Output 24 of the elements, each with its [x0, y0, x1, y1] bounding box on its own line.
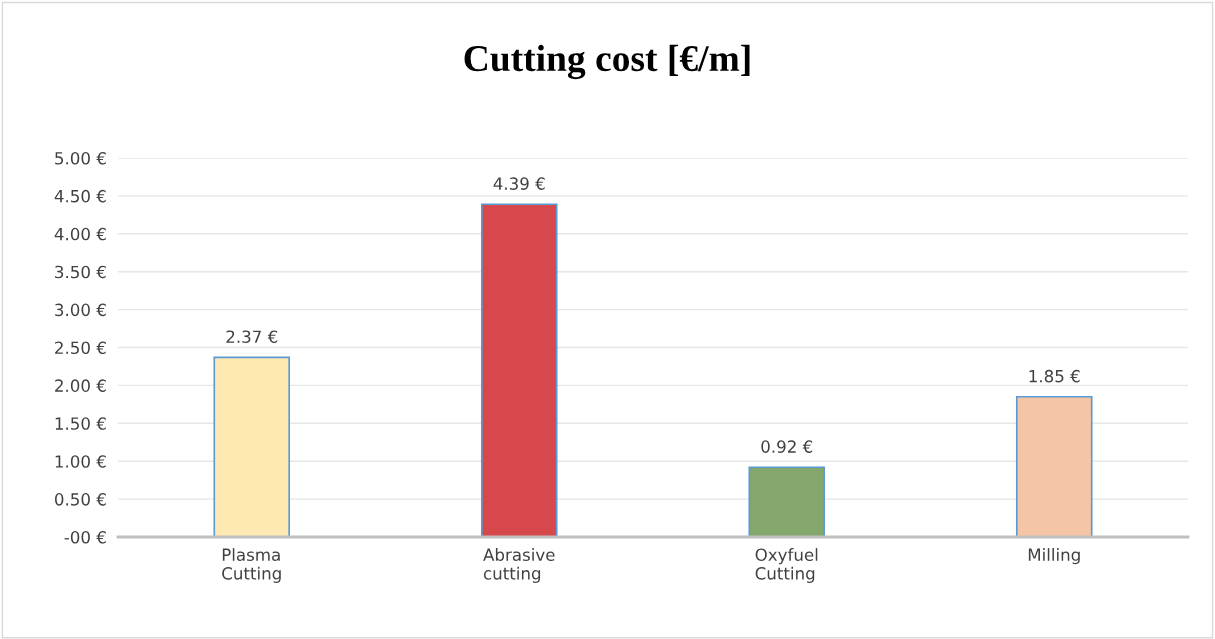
y-tick-label: 0.50 €: [54, 493, 106, 506]
data-label: 2.37 €: [226, 330, 278, 344]
y-tick-label: 4.50 €: [54, 189, 106, 203]
y-tick-label: 4.00 €: [54, 227, 106, 241]
x-tick-label: Milling: [1028, 548, 1080, 565]
chart-title: Cutting cost [€/m]: [464, 44, 750, 80]
bar: [480, 203, 558, 537]
x-tick-label: Oxyfuel Cutting: [755, 548, 818, 583]
y-tick-label: 2.50 €: [55, 341, 106, 355]
y-tick-label: 3.50 €: [55, 265, 106, 279]
bar: [1015, 395, 1093, 537]
y-tick-label: 2.00 €: [55, 379, 106, 392]
data-label: 0.92 €: [761, 440, 813, 453]
y-tick-label: 3.00 €: [55, 303, 106, 317]
bar: [213, 356, 291, 537]
y-tick-label: -00 €: [64, 530, 106, 544]
x-tick-label: Plasma Cutting: [222, 548, 281, 583]
bar: [748, 466, 826, 537]
data-label: 1.85 €: [1029, 369, 1080, 383]
y-tick-label: 1.00 €: [55, 455, 106, 468]
x-tick-label: Abrasive cutting: [483, 548, 555, 583]
y-tick-label: 5.00 €: [55, 151, 106, 165]
data-label: 4.39 €: [493, 177, 545, 190]
y-tick-label: 1.50 €: [55, 417, 106, 430]
